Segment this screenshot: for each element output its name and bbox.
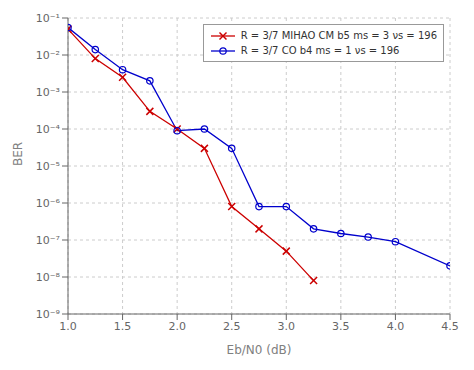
svg-text:2.5: 2.5 — [223, 320, 241, 333]
svg-text:3.5: 3.5 — [332, 320, 350, 333]
svg-text:10⁻⁷: 10⁻⁷ — [36, 234, 60, 247]
svg-text:Eb/N0 (dB): Eb/N0 (dB) — [227, 343, 292, 357]
svg-text:1.5: 1.5 — [114, 320, 132, 333]
svg-text:10⁻⁴: 10⁻⁴ — [36, 123, 61, 136]
svg-text:2.0: 2.0 — [168, 320, 186, 333]
svg-text:4.5: 4.5 — [441, 320, 459, 333]
svg-text:10⁻⁵: 10⁻⁵ — [36, 160, 60, 173]
svg-text:BER: BER — [11, 142, 25, 166]
svg-text:1.0: 1.0 — [59, 320, 77, 333]
html-text:R = 3/7 CO b4 ms = 1 νs = 196: R = 3/7 CO b4 ms = 1 νs = 196 — [240, 45, 400, 56]
svg-text:3.0: 3.0 — [278, 320, 296, 333]
svg-text:10⁻⁹: 10⁻⁹ — [36, 308, 60, 321]
html-text:R = 3/7 MIHAO CM b5 ms = 3 νs: R = 3/7 MIHAO CM b5 ms = 3 νs = 196 — [240, 30, 437, 41]
svg-text:10⁻⁶: 10⁻⁶ — [36, 197, 61, 210]
svg-text:4.0: 4.0 — [387, 320, 405, 333]
svg-text:10⁻³: 10⁻³ — [36, 86, 60, 99]
svg-text:10⁻¹: 10⁻¹ — [36, 12, 60, 25]
svg-text:10⁻²: 10⁻² — [36, 49, 60, 62]
svg-text:10⁻⁸: 10⁻⁸ — [36, 271, 61, 284]
